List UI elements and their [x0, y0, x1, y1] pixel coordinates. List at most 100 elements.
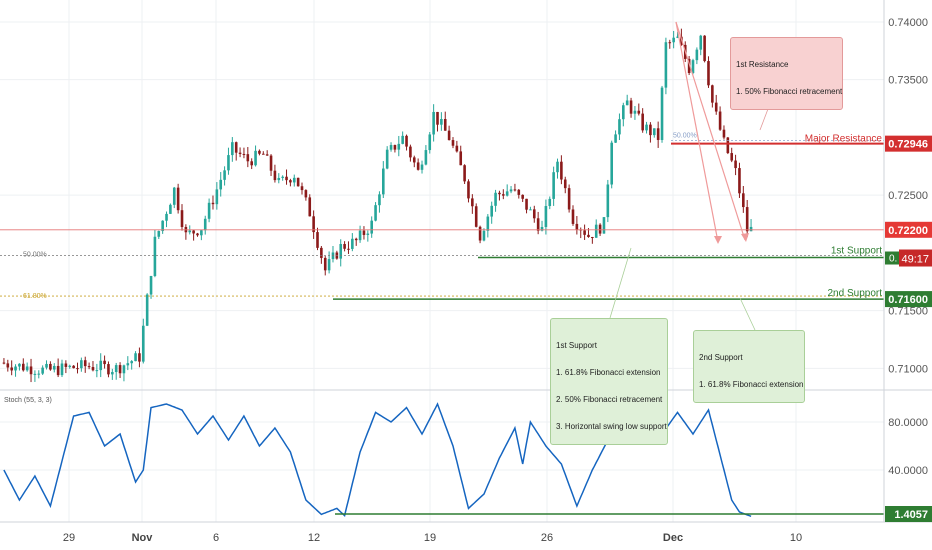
support-price-tag: 0. — [889, 254, 897, 265]
candle-body — [602, 217, 606, 234]
projection-arrow — [675, 21, 746, 241]
candle-body — [76, 368, 79, 370]
countdown-label: 49:17 — [901, 254, 929, 266]
candle-body — [118, 365, 122, 374]
current-price-tag: 0.72200 — [888, 225, 928, 237]
time-tick: 12 — [308, 532, 320, 544]
support2-price-tag: 0.71600 — [888, 294, 928, 306]
candle-body — [707, 61, 710, 86]
candle-body — [385, 149, 389, 169]
support2-note: 2nd Support 1. 61.8% Fibonacci extension — [693, 330, 805, 403]
note-line: 1. 61.8% Fibonacci extension — [556, 368, 661, 377]
candle-body — [10, 367, 13, 371]
candle-body — [594, 224, 598, 238]
candle-body — [521, 194, 524, 199]
candle-body — [227, 155, 230, 171]
candle-body — [412, 157, 416, 163]
candle-body — [687, 58, 691, 73]
candle-body — [308, 197, 312, 217]
candle-body — [645, 124, 648, 131]
candle-body — [474, 206, 478, 227]
candle-body — [455, 145, 459, 152]
fib-label: 50.00% — [673, 133, 697, 140]
candle-body — [107, 364, 110, 375]
note-line: 2. 50% Fibonacci retracement — [556, 395, 663, 404]
candle-body — [2, 362, 6, 364]
arrow-head — [741, 233, 749, 242]
candle-body — [742, 193, 745, 208]
candle-body — [87, 366, 91, 368]
candle-body — [567, 188, 571, 210]
candle-body — [490, 205, 493, 217]
candle-body — [111, 372, 114, 375]
candle-body — [509, 189, 513, 192]
price-tick: 0.74000 — [888, 17, 928, 29]
candle-body — [231, 142, 234, 156]
candle-body — [292, 177, 296, 183]
candle-body — [656, 128, 660, 140]
candle-body — [718, 111, 722, 130]
candle-body — [91, 367, 95, 371]
candle-body — [41, 367, 44, 374]
candle-body — [169, 204, 172, 214]
candle-body — [637, 110, 641, 114]
candle-body — [424, 150, 428, 165]
candle-body — [420, 164, 424, 170]
candle-body — [409, 146, 412, 158]
candle-body — [397, 143, 401, 150]
candle-body — [451, 140, 455, 146]
candle-body — [157, 231, 161, 237]
price-tick: 0.73500 — [888, 75, 928, 87]
candle-body — [45, 363, 48, 368]
candle-body — [323, 257, 327, 271]
candle-body — [126, 363, 130, 366]
candle-body — [416, 162, 420, 170]
candle-body — [382, 168, 385, 195]
candle-body — [49, 363, 52, 370]
candle-body — [60, 363, 64, 376]
candle-body — [459, 151, 463, 166]
candle-body — [552, 172, 555, 199]
candle-body — [606, 184, 610, 218]
candle-body — [64, 363, 68, 367]
candle-body — [502, 194, 505, 196]
candle-body — [722, 129, 726, 138]
candle-body — [304, 190, 308, 198]
candle-body — [436, 111, 439, 125]
time-tick: 19 — [424, 532, 436, 544]
candle-body — [281, 176, 284, 178]
candle-body — [711, 85, 714, 103]
candle-body — [362, 230, 366, 235]
candle-body — [52, 365, 56, 370]
candle-body — [513, 189, 517, 191]
note-pointer — [739, 297, 756, 331]
candle-body — [203, 218, 207, 231]
candle-body — [95, 370, 99, 372]
stoch-value-tag: 1.4057 — [894, 509, 928, 521]
candle-body — [571, 209, 575, 224]
candle-body — [25, 366, 29, 371]
candle-body — [478, 226, 482, 241]
candle-body — [652, 128, 656, 136]
candle-body — [726, 137, 730, 154]
candle-body — [141, 325, 145, 362]
candle-body — [211, 202, 215, 205]
candle-body — [505, 191, 509, 196]
candle-body — [238, 152, 242, 154]
candle-body — [134, 353, 137, 362]
time-tick: 29 — [63, 532, 75, 544]
candle-body — [714, 102, 718, 112]
candle-body — [672, 37, 675, 43]
candle-body — [625, 100, 629, 106]
candle-body — [575, 223, 579, 230]
candle-body — [138, 353, 141, 362]
candle-body — [300, 186, 304, 191]
candle-body — [176, 187, 180, 211]
candle-body — [68, 365, 72, 367]
candle-body — [536, 218, 540, 231]
candle-body — [103, 360, 106, 365]
candle-body — [99, 360, 103, 371]
candle-body — [498, 192, 501, 195]
candle-body — [629, 100, 633, 114]
